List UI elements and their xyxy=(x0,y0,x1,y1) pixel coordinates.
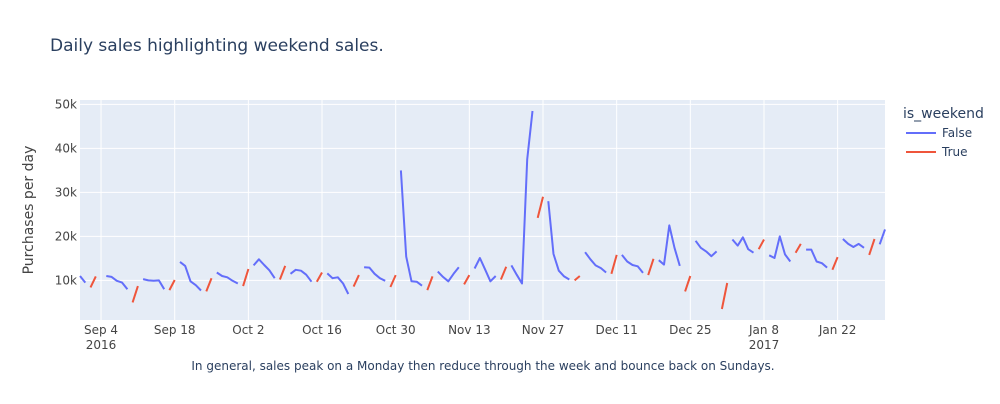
series-true-segment xyxy=(131,285,139,303)
x-tick-label: Nov 13 xyxy=(448,323,491,337)
series-true-segment xyxy=(205,277,213,292)
x-tick-year-label: 2017 xyxy=(749,338,780,352)
x-tick-label: Sep 18 xyxy=(154,323,196,337)
series-false-segment xyxy=(473,257,497,283)
series-true-segment xyxy=(610,254,618,275)
series-false-segment xyxy=(510,110,534,285)
legend-label-false[interactable]: False xyxy=(942,126,972,140)
series-true-segment xyxy=(573,275,581,282)
x-tick-label: Oct 30 xyxy=(376,323,416,337)
x-tick-year-label: 2016 xyxy=(86,338,117,352)
x-tick-label: Nov 27 xyxy=(522,323,565,337)
series-false-segment xyxy=(731,236,755,254)
y-tick-label: 10k xyxy=(55,273,77,287)
y-tick-label: 50k xyxy=(55,97,77,111)
y-tick-label: 20k xyxy=(55,229,77,243)
grid-layer xyxy=(80,100,885,320)
legend-label-true[interactable]: True xyxy=(941,145,968,159)
series-true-segment xyxy=(463,274,471,285)
series-false-segment xyxy=(437,266,460,283)
series-false-segment xyxy=(658,224,681,267)
legend: is_weekend False True xyxy=(903,106,984,159)
series-false-segment xyxy=(399,170,423,287)
series-false-segment xyxy=(878,229,886,245)
series-false-segment xyxy=(694,240,718,258)
series-true-segment xyxy=(242,268,250,287)
series-false-segment xyxy=(216,271,239,285)
x-tick-label: Oct 16 xyxy=(302,323,342,337)
series-false-segment xyxy=(621,254,644,274)
series-true-segment xyxy=(315,272,323,283)
series-false-segment xyxy=(842,238,865,249)
series-false-segment xyxy=(142,278,166,290)
series-false-segment xyxy=(179,261,202,292)
legend-title: is_weekend xyxy=(903,106,984,122)
y-axis-title: Purchases per day xyxy=(21,146,37,275)
series-false-segment xyxy=(289,268,313,283)
chart-annotation: In general, sales peak on a Monday then … xyxy=(191,359,774,373)
x-tick-label: Sep 4 xyxy=(84,323,118,337)
x-tick-label: Jan 8 xyxy=(748,323,779,337)
chart-title: Daily sales highlighting weekend sales. xyxy=(50,36,384,56)
series-true-segment xyxy=(89,275,97,288)
series-true-segment xyxy=(426,276,434,291)
series-layer xyxy=(79,110,886,310)
series-false-segment xyxy=(326,272,350,295)
series-true-segment xyxy=(720,282,729,310)
series-false-segment xyxy=(547,201,570,281)
series-true xyxy=(89,196,876,310)
series-true-segment xyxy=(831,256,839,271)
series-false-segment xyxy=(364,266,386,282)
series-true-segment xyxy=(794,243,802,254)
series-false-segment xyxy=(106,275,129,290)
plot-background xyxy=(80,100,885,320)
series-true-segment xyxy=(868,238,876,256)
series-false-segment xyxy=(252,258,276,279)
x-tick-label: Oct 2 xyxy=(232,323,264,337)
series-true-segment xyxy=(389,274,397,288)
series-false-segment xyxy=(584,251,607,274)
series-false-segment xyxy=(806,248,828,269)
series-true-segment xyxy=(647,258,655,276)
series-false xyxy=(79,110,886,295)
series-false-segment xyxy=(79,275,87,284)
series-true-segment xyxy=(536,196,544,219)
series-true-segment xyxy=(168,279,176,291)
y-tick-label: 30k xyxy=(55,185,77,199)
x-tick-label: Jan 22 xyxy=(818,323,857,337)
series-true-segment xyxy=(757,239,765,250)
series-true-segment xyxy=(684,275,692,292)
series-true-segment xyxy=(278,265,287,280)
y-tick-label: 40k xyxy=(55,141,77,155)
series-true-segment xyxy=(352,274,360,288)
series-false-segment xyxy=(768,235,792,263)
x-tick-label: Dec 11 xyxy=(596,323,638,337)
x-tick-label: Dec 25 xyxy=(669,323,711,337)
series-true-segment xyxy=(499,266,508,280)
